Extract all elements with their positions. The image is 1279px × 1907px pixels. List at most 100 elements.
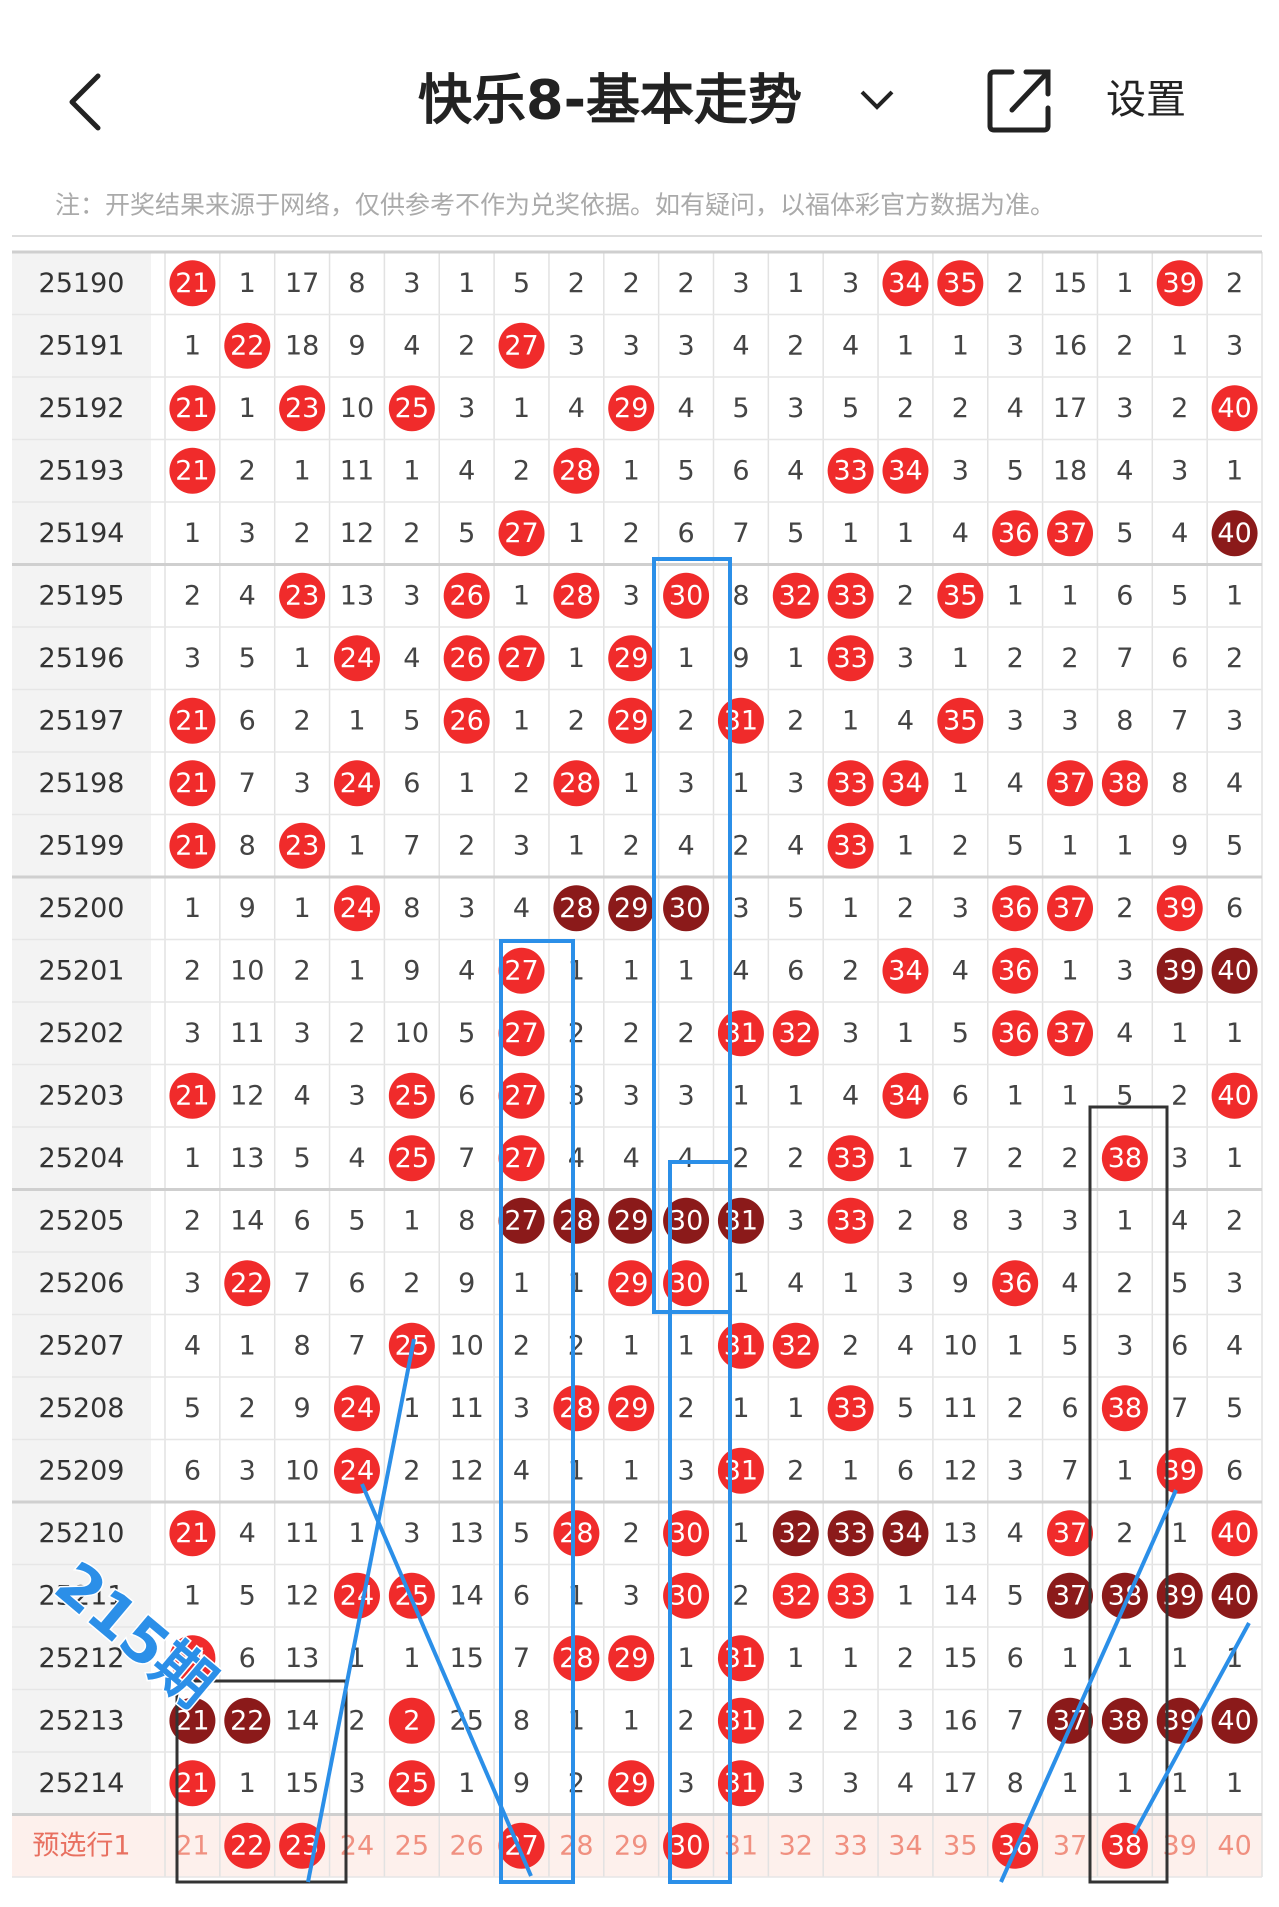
title-dropdown[interactable]: [860, 90, 894, 110]
period-cell: [12, 1564, 151, 1627]
period: 25209: [39, 1455, 125, 1486]
ball: [1047, 1572, 1094, 1619]
period: 25206: [39, 1268, 125, 1299]
period-cell: [12, 627, 151, 690]
ball-number: 25: [395, 393, 429, 424]
miss-count: 1: [787, 1080, 804, 1111]
miss-count: 3: [732, 893, 749, 924]
miss-count: 4: [1116, 1018, 1133, 1049]
miss-count: 1: [513, 705, 530, 736]
miss-count: 4: [787, 1268, 804, 1299]
miss-count: 11: [285, 1518, 319, 1549]
ball-number: 21: [175, 268, 209, 299]
miss-count: 1: [294, 455, 311, 486]
share-button[interactable]: [987, 69, 1051, 133]
period-cell: [12, 252, 151, 315]
ball: [827, 1510, 874, 1557]
period: 25208: [39, 1393, 125, 1424]
miss-count: 1: [458, 768, 475, 799]
ball-number: 21: [175, 830, 209, 861]
ball-number: 36: [998, 518, 1032, 549]
miss-count: 3: [1226, 1268, 1243, 1299]
ball: [1047, 1697, 1094, 1744]
miss-count: 34: [888, 1830, 922, 1861]
page-title[interactable]: 快乐8-基本走势: [418, 69, 802, 132]
ball: [553, 1635, 600, 1682]
miss-count: 1: [952, 643, 969, 674]
ball-number: 33: [833, 643, 867, 674]
ball-number: 28: [559, 893, 593, 924]
miss-count: 3: [568, 1080, 585, 1111]
miss-count: 1: [1061, 580, 1078, 611]
miss-count: 1: [952, 768, 969, 799]
ball-number: 36: [998, 1018, 1032, 1049]
miss-count: 3: [1007, 705, 1024, 736]
miss-count: 4: [677, 393, 694, 424]
miss-count: 8: [513, 1705, 530, 1736]
miss-count: 5: [239, 1580, 256, 1611]
miss-count: 1: [403, 1393, 420, 1424]
ball: [827, 1572, 874, 1619]
ball: [663, 1260, 710, 1307]
ball: [1047, 760, 1094, 807]
ball-number: 27: [504, 1018, 538, 1049]
settings-button[interactable]: 设置: [1106, 77, 1186, 123]
ball: [388, 1760, 435, 1807]
miss-count: 29: [614, 1830, 648, 1861]
ball: [498, 322, 545, 369]
miss-count: 3: [787, 393, 804, 424]
miss-count: 1: [1171, 1768, 1188, 1799]
miss-count: 2: [1171, 393, 1188, 424]
miss-count: 1: [1116, 1643, 1133, 1674]
miss-count: 11: [340, 455, 374, 486]
miss-count: 5: [842, 393, 859, 424]
miss-count: 1: [458, 268, 475, 299]
miss-count: 2: [677, 1705, 694, 1736]
ball: [1101, 1572, 1148, 1619]
period: 25207: [39, 1330, 125, 1361]
miss-count: 3: [294, 1018, 311, 1049]
miss-count: 26: [449, 1830, 483, 1861]
ball-number: 28: [559, 1518, 593, 1549]
miss-count: 2: [1226, 643, 1243, 674]
ball: [169, 1635, 216, 1682]
back-button[interactable]: [69, 73, 101, 131]
miss-count: 2: [294, 955, 311, 986]
miss-count: 3: [677, 1455, 694, 1486]
ball: [333, 1447, 380, 1494]
miss-count: 9: [458, 1268, 475, 1299]
miss-count: 2: [1116, 893, 1133, 924]
ball: [388, 385, 435, 432]
ball-number: 21: [175, 1705, 209, 1736]
miss-count: 3: [239, 518, 256, 549]
miss-count: 3: [1226, 330, 1243, 361]
ball: [663, 1572, 710, 1619]
miss-count: 1: [787, 268, 804, 299]
miss-count: 4: [403, 643, 420, 674]
miss-count: 1: [842, 705, 859, 736]
ball-number: 40: [1217, 1518, 1251, 1549]
miss-count: 6: [294, 1205, 311, 1236]
miss-count: 2: [897, 393, 914, 424]
miss-count: 1: [568, 643, 585, 674]
period: 25210: [39, 1518, 125, 1549]
miss-count: 4: [897, 705, 914, 736]
miss-count: 17: [943, 1768, 977, 1799]
ball-number: 24: [340, 643, 374, 674]
miss-count: 4: [239, 1518, 256, 1549]
period-cell: [12, 1627, 151, 1690]
annotation-box: [499, 939, 575, 1884]
ball-number: 34: [888, 1518, 922, 1549]
miss-count: 2: [897, 1643, 914, 1674]
miss-count: 33: [833, 1830, 867, 1861]
ball: [827, 1197, 874, 1244]
ball-number: 23: [285, 830, 319, 861]
ball: [388, 1072, 435, 1119]
miss-count: 4: [1007, 393, 1024, 424]
period-cell: [12, 814, 151, 877]
ball: [553, 572, 600, 619]
ball-number: 37: [1053, 768, 1087, 799]
miss-count: 2: [568, 268, 585, 299]
annotation-box: [1088, 1105, 1169, 1884]
miss-count: 4: [952, 955, 969, 986]
